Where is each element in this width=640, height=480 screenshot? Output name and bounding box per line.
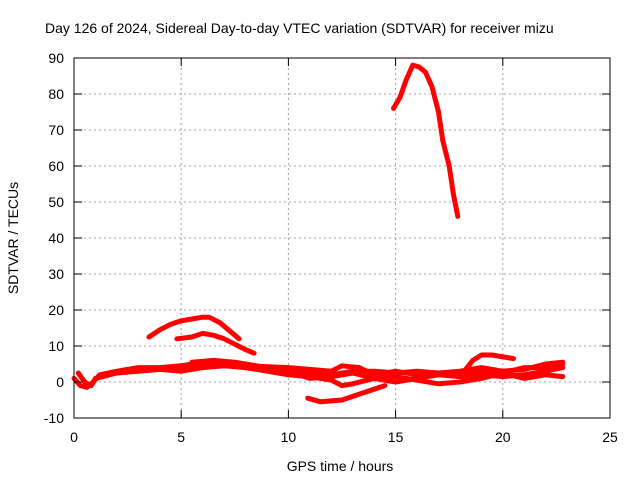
y-tick-label: 90 <box>48 50 64 66</box>
x-tick-label: 0 <box>70 429 78 445</box>
series-track-main-peak <box>391 62 461 219</box>
chart-title: Day 126 of 2024, Sidereal Day-to-day VTE… <box>45 20 554 36</box>
y-tick-label: 20 <box>48 302 64 318</box>
y-tick-label: 30 <box>48 266 64 282</box>
y-tick-label: 0 <box>56 374 64 390</box>
x-tick-label: 20 <box>495 429 511 445</box>
x-tick-label: 15 <box>388 429 404 445</box>
y-tick-label: 70 <box>48 122 64 138</box>
y-tick-label: 40 <box>48 230 64 246</box>
series-track-morning-arc <box>146 314 242 342</box>
y-tick-label: 60 <box>48 158 64 174</box>
series-track-negative-dip <box>305 383 388 405</box>
y-tick-label: 10 <box>48 338 64 354</box>
series-track-afternoon-arc <box>461 352 516 374</box>
x-tick-label: 5 <box>177 429 185 445</box>
y-tick-label: 50 <box>48 194 64 210</box>
y-axis-label: SDTVAR / TECUs <box>5 182 21 294</box>
grid-lines <box>74 58 610 418</box>
x-tick-label: 10 <box>281 429 297 445</box>
y-tick-label: -10 <box>44 410 64 426</box>
series-track-morning-lower <box>174 330 257 356</box>
x-tick-label: 25 <box>602 429 618 445</box>
series-track-baseline-d <box>189 357 566 385</box>
data-series <box>71 62 566 405</box>
y-tick-label: 80 <box>48 86 64 102</box>
x-axis-label: GPS time / hours <box>287 458 394 474</box>
axis-ticks: 0 5 10 15 20 25 -10 0 10 20 30 40 50 60 70 80 90 <box>44 50 618 445</box>
